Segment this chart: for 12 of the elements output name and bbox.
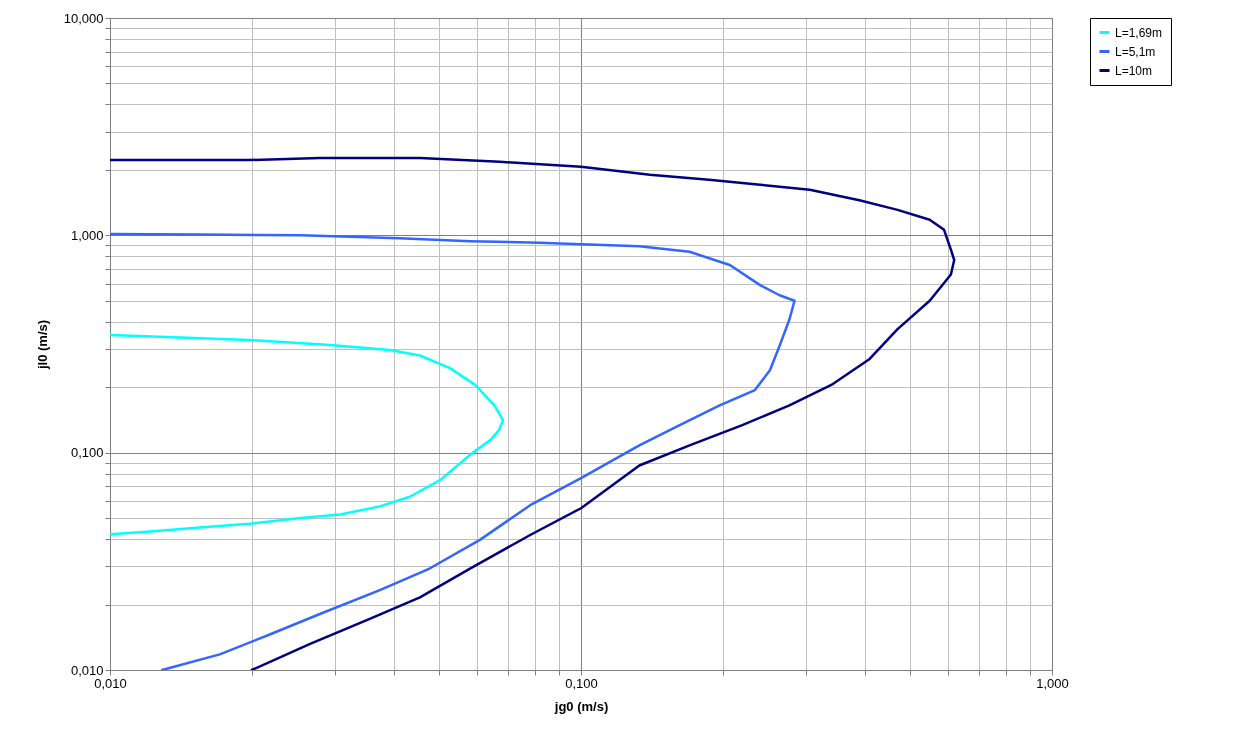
- y-tick-label: 1,000: [70, 227, 104, 243]
- y-tick-label: 0,010: [70, 662, 104, 678]
- x-tick-label: 1,000: [1036, 675, 1069, 691]
- y-tick-label: 0,100: [70, 445, 104, 461]
- legend-label: L=10m: [1115, 63, 1153, 78]
- y-axis-title: jl0 (m/s): [34, 319, 50, 371]
- legend-label: L=5,1m: [1115, 44, 1156, 59]
- x-tick-label: 0,100: [565, 675, 598, 691]
- legend-label: L=1,69m: [1115, 25, 1163, 40]
- x-axis-title: jg0 (m/s): [553, 698, 609, 714]
- y-tick-label: 10,000: [63, 10, 104, 26]
- x-tick-label: 0,010: [94, 675, 127, 691]
